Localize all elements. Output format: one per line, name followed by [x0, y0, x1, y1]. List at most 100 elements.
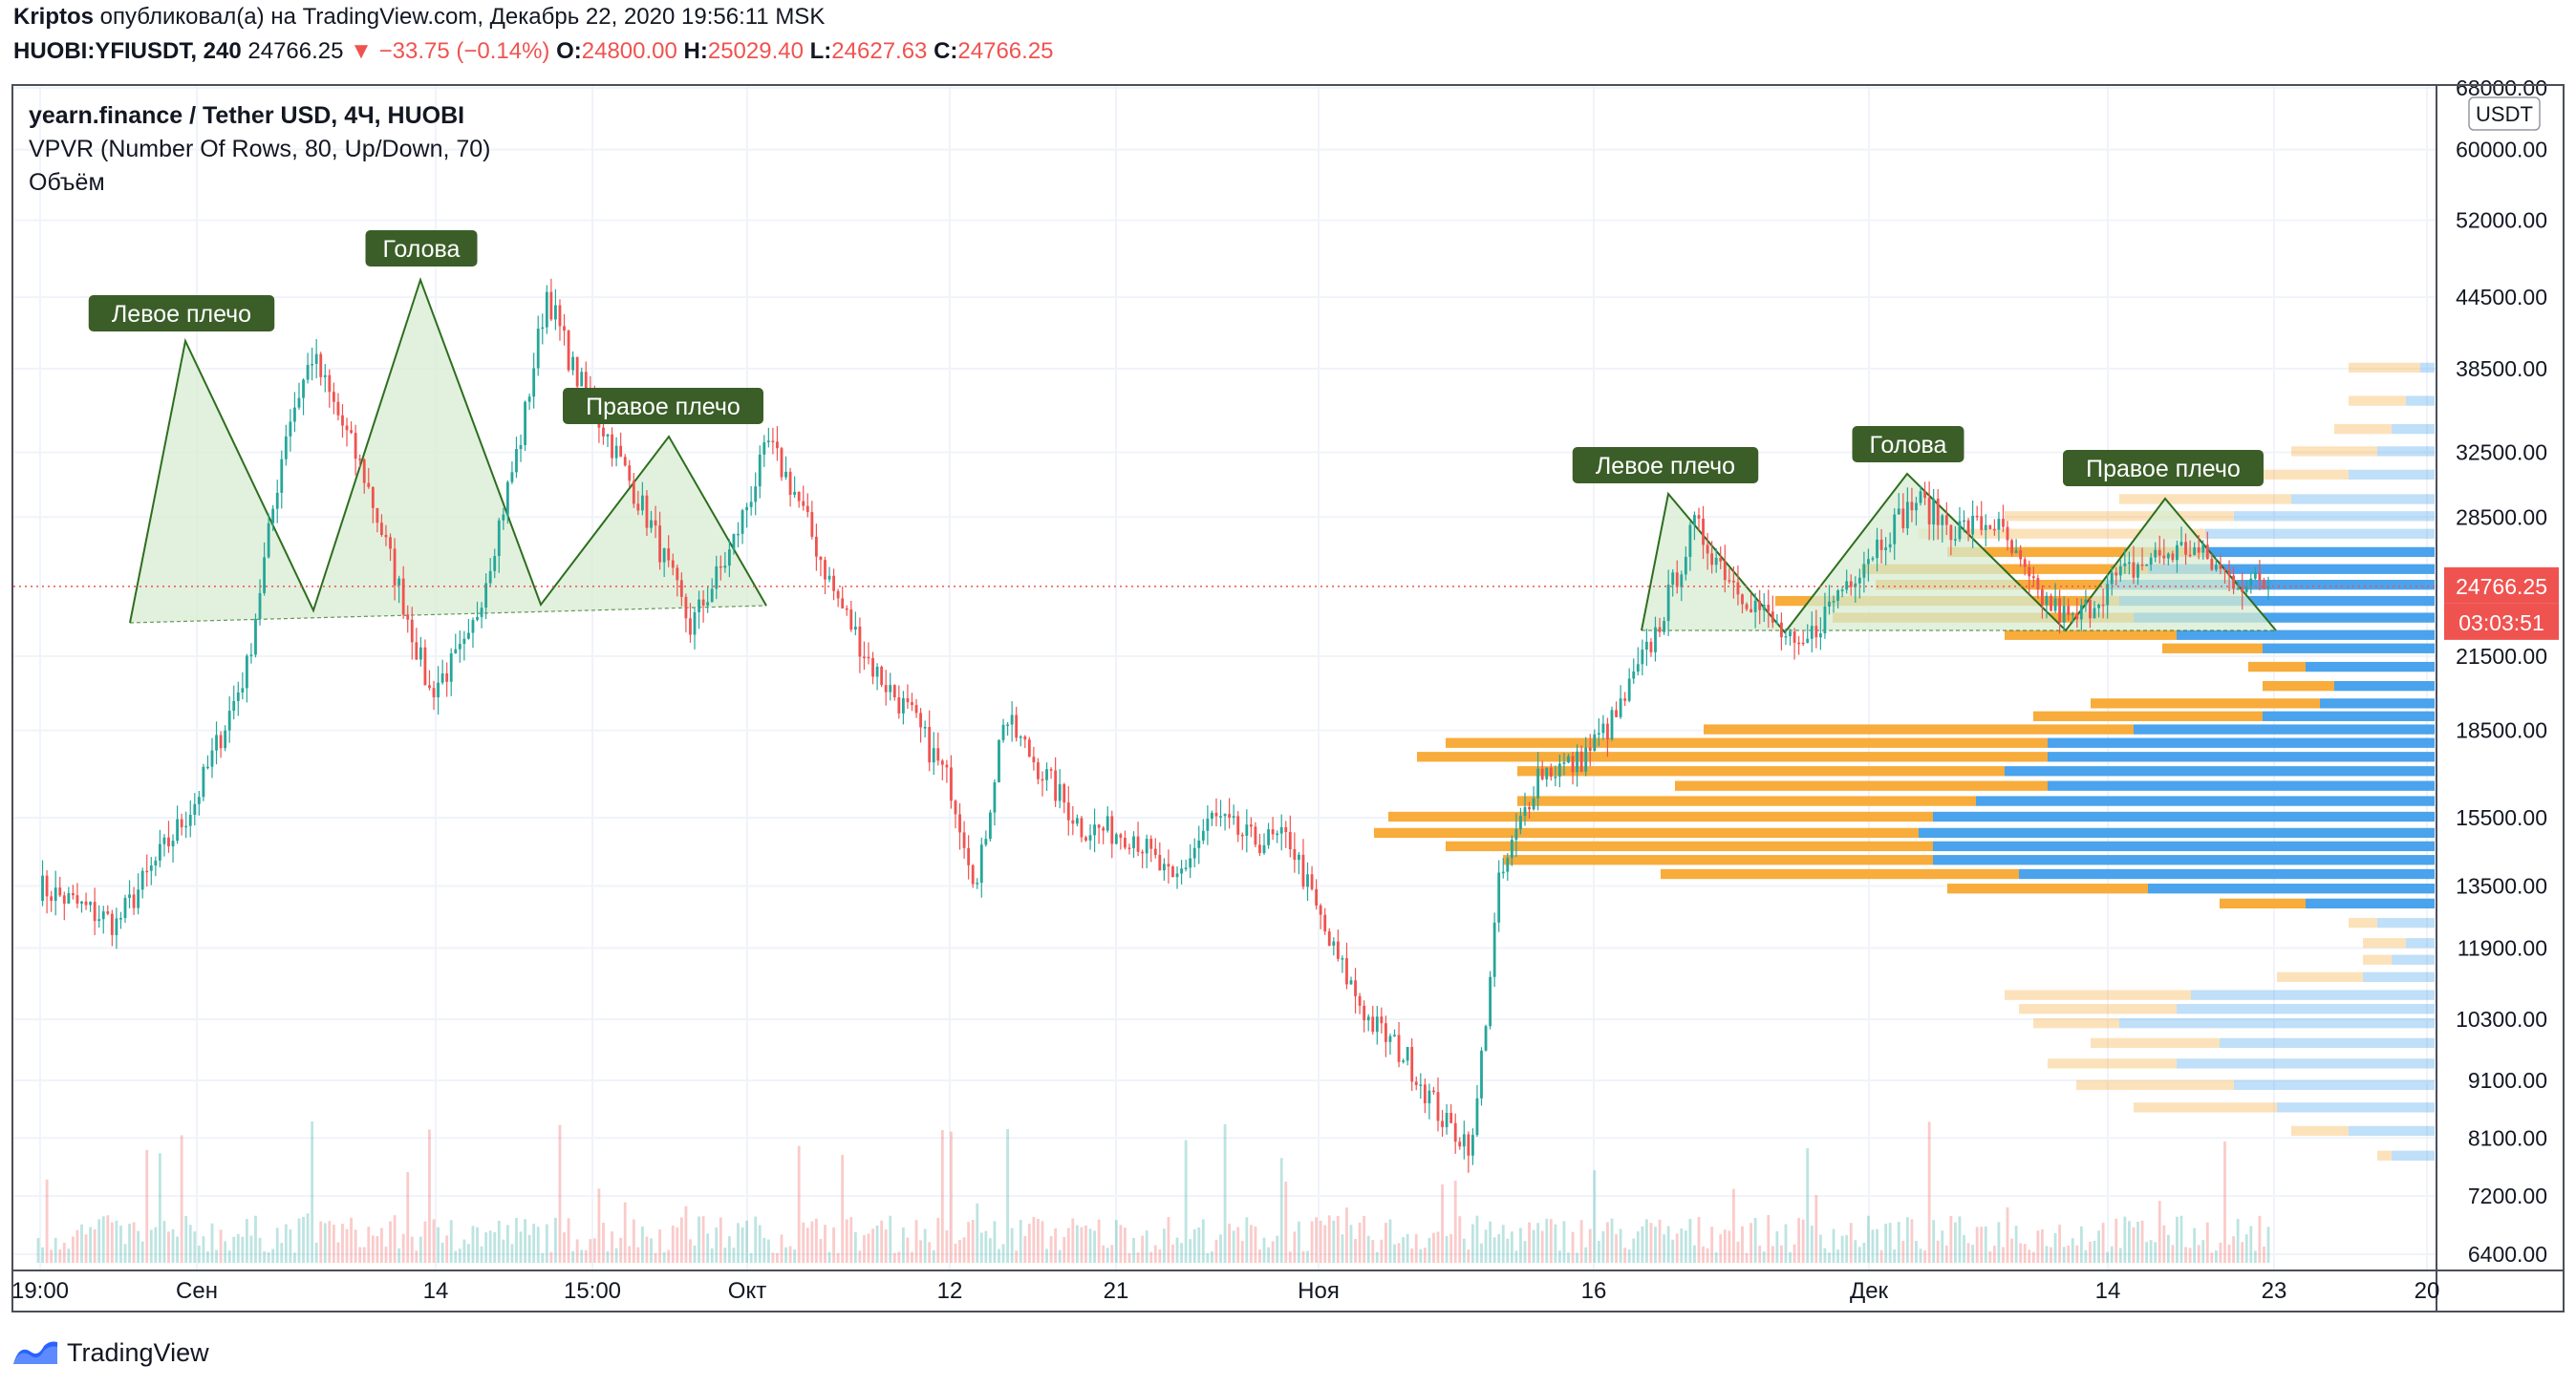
candle [2162, 539, 2166, 565]
candle [2058, 589, 2062, 634]
candle [493, 548, 497, 579]
legend-vpvr[interactable]: VPVR (Number Of Rows, 80, Up/Down, 70) [29, 136, 491, 162]
candle-body [1015, 715, 1019, 738]
candle [580, 367, 584, 387]
currency-badge[interactable]: USDT [2468, 96, 2541, 131]
candle [880, 665, 884, 688]
candle-body [2084, 599, 2088, 606]
volume-bar [1093, 1230, 1096, 1263]
candle [2205, 531, 2209, 560]
candle-body [1406, 1047, 1409, 1061]
candle-body [423, 647, 427, 686]
pattern-label[interactable]: Голова [365, 230, 478, 267]
candle-body [480, 608, 483, 617]
candle-body [1941, 515, 1944, 525]
candle [950, 755, 953, 809]
candle [302, 378, 305, 416]
tradingview-brand[interactable]: TradingView [67, 1337, 209, 1367]
volume-bar [1897, 1222, 1900, 1263]
candle-body [519, 444, 523, 450]
candle-body [988, 812, 992, 840]
candle [2114, 566, 2118, 586]
candle [440, 659, 444, 685]
pattern-label[interactable]: Левое плечо [88, 295, 275, 331]
volume-bar [1854, 1240, 1857, 1263]
vp-row-down [2076, 1079, 2234, 1091]
candle-body [389, 537, 392, 549]
candle [549, 278, 553, 322]
candle [1528, 801, 1531, 819]
candle [1049, 767, 1053, 779]
candle-body [89, 902, 93, 906]
candle-body [1719, 557, 1723, 562]
candle-body [149, 865, 153, 871]
volume-bar [84, 1234, 88, 1263]
candle-body [440, 673, 444, 683]
volume-bar [776, 1252, 779, 1263]
candle [527, 394, 531, 411]
author-name[interactable]: Kriptos [13, 4, 94, 30]
candle-body [2193, 547, 2197, 555]
volume-bar [2075, 1245, 2079, 1263]
candle [432, 680, 436, 711]
candle-body [1545, 767, 1549, 779]
candle-body [119, 918, 122, 920]
volume-bar [1492, 1237, 1496, 1263]
candle-body [632, 480, 635, 504]
candle [1753, 592, 1757, 629]
volume-bar [784, 1247, 787, 1263]
candle [797, 491, 801, 508]
candle [1171, 864, 1174, 878]
candle [571, 351, 575, 375]
candle-body [1084, 837, 1087, 841]
volume-bar [1901, 1240, 1905, 1263]
candle-body [380, 523, 383, 536]
legend-volume[interactable]: Объём [29, 169, 105, 196]
pattern-label[interactable]: Голова [1852, 426, 1964, 462]
candle-body [401, 578, 405, 615]
candle [2023, 556, 2027, 576]
candle [1284, 821, 1288, 848]
legend-title[interactable]: yearn.finance / Tether USD, 4Ч, HUOBI [29, 102, 465, 129]
candle-body [940, 760, 944, 765]
candle-body [1654, 627, 1657, 652]
volume-bar [1214, 1239, 1218, 1263]
volume-bar [1615, 1234, 1618, 1263]
candle-body [606, 434, 610, 437]
pattern-label[interactable]: Правое плечо [563, 388, 763, 424]
candle-body [1588, 747, 1592, 751]
vp-row-down [2349, 395, 2406, 406]
volume-bar [971, 1219, 975, 1263]
candle-body [1663, 621, 1665, 632]
candle [397, 575, 401, 604]
pattern-label[interactable]: Правое плечо [2063, 450, 2264, 486]
volume-bar [1192, 1228, 1196, 1263]
candle-body [1388, 1035, 1392, 1042]
vp-row-up [2005, 766, 2435, 777]
volume-bar [1857, 1247, 1861, 1263]
candle-body [515, 449, 518, 473]
vp-row-down [2377, 1150, 2392, 1161]
vp-row-up [2377, 917, 2435, 928]
candle-body [897, 697, 901, 714]
candle [1762, 593, 1766, 623]
volume-bar [1445, 1235, 1449, 1263]
volume-bar [1879, 1249, 1883, 1263]
pattern-label[interactable]: Левое плечо [1572, 447, 1759, 483]
volume-bar [467, 1244, 470, 1263]
candle [936, 732, 940, 766]
candle [519, 434, 523, 462]
candle-body [1845, 581, 1849, 590]
candle [515, 437, 518, 479]
volume-bar [510, 1244, 514, 1263]
volume-bar [410, 1236, 414, 1263]
candle-body [2236, 587, 2240, 590]
candle-body [1058, 783, 1062, 801]
candle [1380, 1007, 1384, 1034]
candle-body [1758, 600, 1762, 610]
candle-body [184, 825, 188, 828]
candle [1397, 1021, 1401, 1068]
candle [1345, 942, 1348, 990]
candle [1510, 835, 1513, 866]
